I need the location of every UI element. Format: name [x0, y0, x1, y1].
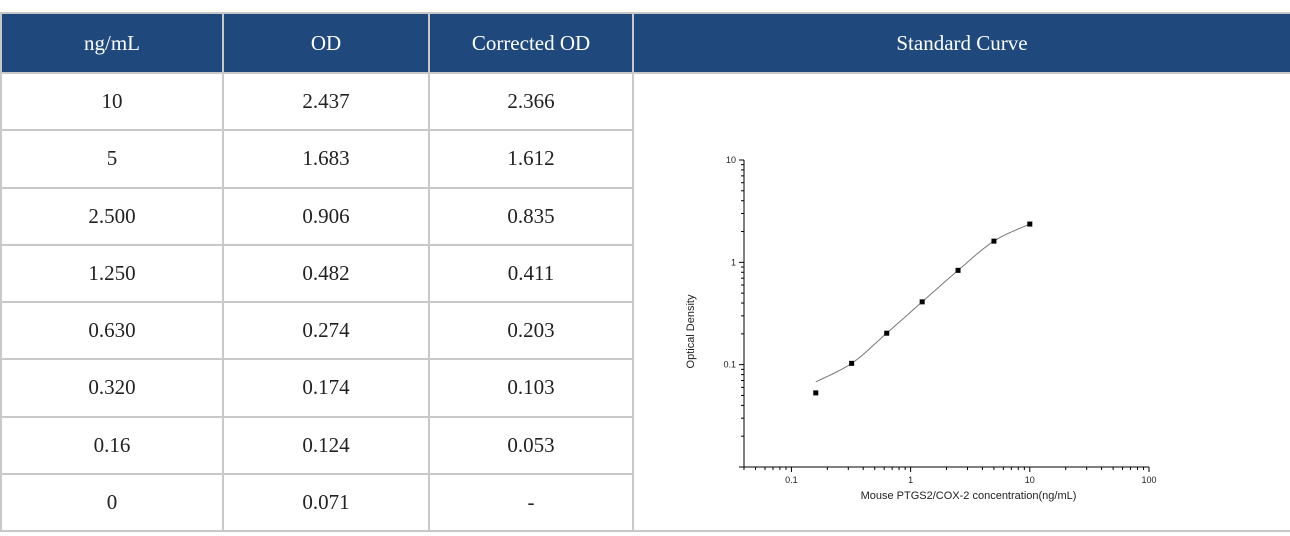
cell-concentration: 2.500	[0, 186, 224, 246]
table-row: 5 1.683 1.612	[0, 129, 1290, 189]
header-od: OD	[222, 12, 430, 74]
cell-concentration: 0.630	[0, 300, 224, 361]
x-tick-label: 100	[1141, 475, 1156, 485]
cell-concentration: 0.16	[0, 415, 224, 475]
header-row: ng/mL OD Corrected OD Standard Curve	[0, 12, 1290, 74]
cell-corrected-od: -	[428, 472, 634, 533]
cell-od: 0.274	[222, 300, 430, 361]
standard-curve-table: ng/mL OD Corrected OD Standard Curve 10 …	[0, 12, 1290, 533]
data-point	[955, 267, 961, 273]
chart-axes: 0.1 1 10 100 0.1 1 10	[723, 155, 1156, 485]
data-point	[884, 330, 890, 336]
cell-od: 0.482	[222, 243, 430, 304]
cell-corrected-od: 0.411	[428, 243, 634, 304]
table-row: 0.630 0.274 0.203	[0, 300, 1290, 361]
cell-concentration: 10	[0, 71, 224, 132]
cell-corrected-od: 0.835	[428, 186, 634, 246]
cell-od: 2.437	[222, 71, 430, 132]
data-point	[849, 360, 855, 366]
data-point	[919, 299, 925, 305]
cell-corrected-od: 1.612	[428, 129, 634, 189]
y-tick-label: 1	[731, 257, 736, 267]
cell-corrected-od: 0.103	[428, 358, 634, 418]
data-point	[1027, 221, 1033, 227]
cell-od: 0.124	[222, 415, 430, 475]
header-corrected-od: Corrected OD	[428, 12, 634, 74]
x-tick-label: 1	[908, 475, 913, 485]
content-area: ng/mL OD Corrected OD Standard Curve 10 …	[0, 12, 1290, 536]
cell-od: 1.683	[222, 129, 430, 189]
cell-concentration: 0.320	[0, 358, 224, 418]
x-axis-label: Mouse PTGS2/COX-2 concentration(ng/mL)	[861, 490, 1077, 502]
cell-concentration: 5	[0, 129, 224, 189]
data-point	[991, 238, 997, 244]
cell-od: 0.174	[222, 358, 430, 418]
cell-corrected-od: 0.053	[428, 415, 634, 475]
cell-od: 0.071	[222, 472, 430, 533]
y-tick-label: 10	[726, 155, 736, 165]
y-axis-label: Optical Density	[685, 294, 697, 368]
chart-points	[813, 221, 1033, 396]
table-row: 10 2.437 2.366 0.1 1 10 100 0.1 1 10 Optical D…	[0, 71, 1290, 532]
table-row: 1.250 0.482 0.411	[0, 243, 1290, 304]
standard-curve-chart: 0.1 1 10 100 0.1 1 10 Optical Density Mouse PT…	[685, 155, 1157, 502]
cell-corrected-od: 0.203	[428, 300, 634, 361]
header-concentration: ng/mL	[0, 12, 224, 74]
cell-od: 0.906	[222, 186, 430, 246]
x-tick-label: 0.1	[785, 475, 798, 485]
cell-concentration: 0	[0, 472, 224, 533]
chart-cell: 0.1 1 10 100 0.1 1 10 Optical Density Mouse PT…	[632, 72, 1290, 532]
header-standard-curve: Standard Curve	[632, 12, 1290, 74]
table-row: 0 0.071 -	[0, 472, 1290, 533]
y-tick-label: 0.1	[723, 360, 736, 370]
table-row: 0.16 0.124 0.053	[0, 415, 1290, 475]
table-row: 2.500 0.906 0.835	[0, 186, 1290, 246]
table-row: 0.320 0.174 0.103	[0, 358, 1290, 418]
data-point	[813, 390, 819, 396]
cell-corrected-od: 2.366	[428, 71, 634, 132]
cell-concentration: 1.250	[0, 243, 224, 304]
x-tick-label: 10	[1025, 475, 1035, 485]
